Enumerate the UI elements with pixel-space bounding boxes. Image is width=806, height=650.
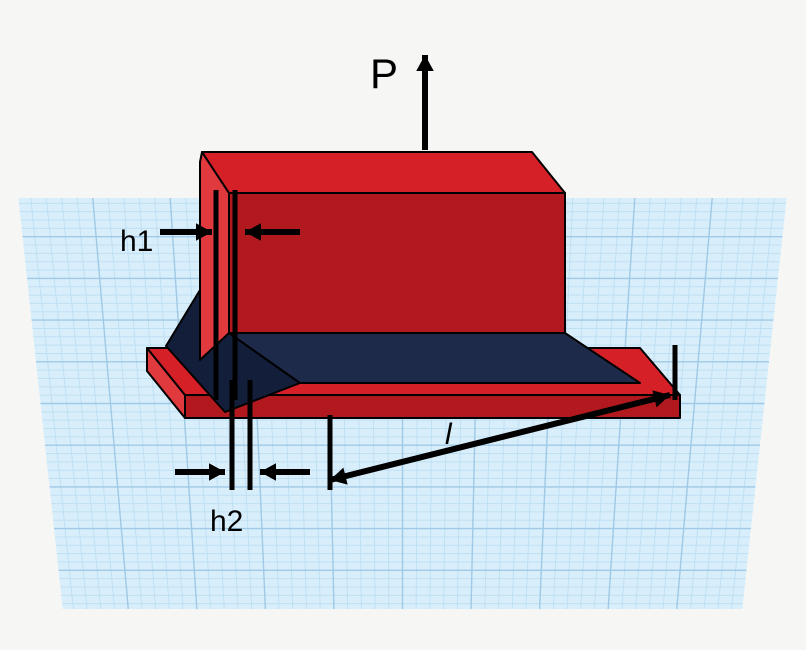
label-P: P	[370, 50, 398, 98]
label-h2: h2	[210, 505, 243, 539]
upright-block	[200, 152, 565, 360]
diagram-canvas	[0, 0, 806, 650]
label-l: l	[445, 418, 452, 452]
label-h1: h1	[120, 225, 153, 259]
